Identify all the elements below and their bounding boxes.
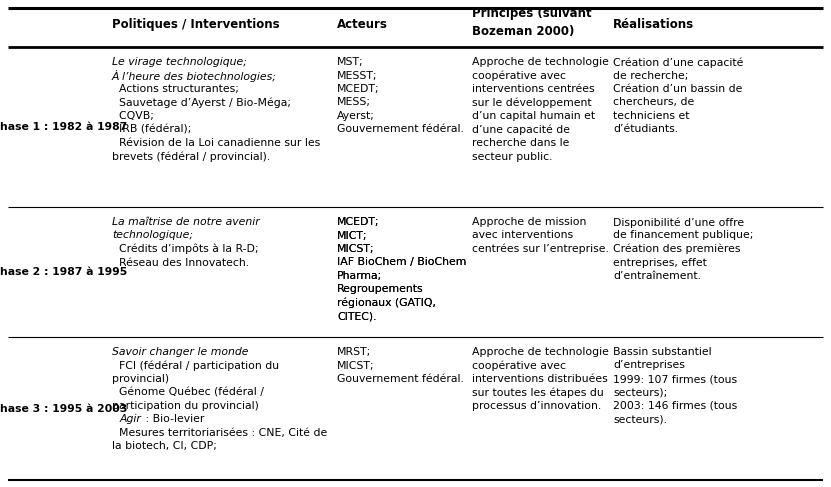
- Text: CITEC).: CITEC).: [337, 312, 376, 321]
- Text: Approche de mission: Approche de mission: [472, 217, 587, 227]
- Text: de recherche;: de recherche;: [613, 71, 688, 80]
- Text: MICST;: MICST;: [337, 360, 375, 371]
- Text: technologique;: technologique;: [112, 230, 193, 241]
- Text: MICST;: MICST;: [337, 244, 375, 254]
- Text: brevets (fédéral / provincial).: brevets (fédéral / provincial).: [112, 151, 270, 162]
- Text: Agir: Agir: [120, 414, 142, 425]
- Text: d’un capital humain et: d’un capital humain et: [472, 111, 595, 121]
- Text: MICT;: MICT;: [337, 230, 367, 241]
- Text: régionaux (GATIQ,: régionaux (GATIQ,: [337, 298, 436, 308]
- Text: CITEC).: CITEC).: [337, 312, 376, 321]
- Text: Réseau des Innovatech.: Réseau des Innovatech.: [112, 258, 249, 267]
- Text: CQVB;: CQVB;: [112, 111, 154, 121]
- Text: sur le développement: sur le développement: [472, 97, 592, 108]
- Text: coopérative avec: coopérative avec: [472, 71, 566, 81]
- Text: MICST;: MICST;: [337, 244, 375, 254]
- Text: entreprises, effet: entreprises, effet: [613, 258, 707, 267]
- Text: Création d’un bassin de: Création d’un bassin de: [613, 84, 742, 94]
- Text: d’étudiants.: d’étudiants.: [613, 125, 678, 134]
- Text: La maîtrise de notre avenir: La maîtrise de notre avenir: [112, 217, 260, 227]
- Text: IAF BioChem / BioChem: IAF BioChem / BioChem: [337, 258, 466, 267]
- Text: MESST;: MESST;: [337, 71, 377, 80]
- Text: Pharma;: Pharma;: [337, 271, 382, 281]
- Text: Gouvernement fédéral.: Gouvernement fédéral.: [337, 125, 464, 134]
- Text: Actions structurantes;: Actions structurantes;: [112, 84, 238, 94]
- Text: Pharma;: Pharma;: [337, 271, 382, 281]
- Text: secteurs).: secteurs).: [613, 414, 667, 425]
- Text: MST;: MST;: [337, 57, 364, 67]
- Text: interventions distribuées: interventions distribuées: [472, 374, 607, 384]
- Text: processus d’innovation.: processus d’innovation.: [472, 401, 602, 411]
- Text: Sauvetage d’Ayerst / Bio-Méga;: Sauvetage d’Ayerst / Bio-Méga;: [112, 97, 291, 108]
- Text: provincial): provincial): [112, 374, 170, 384]
- Text: MCEDT;: MCEDT;: [337, 84, 380, 94]
- Text: Ayerst;: Ayerst;: [337, 111, 375, 121]
- Text: secteur public.: secteur public.: [472, 151, 553, 162]
- Text: Acteurs: Acteurs: [337, 18, 388, 31]
- Text: Approche de technologie: Approche de technologie: [472, 347, 609, 357]
- Text: 2003: 146 firmes (tous: 2003: 146 firmes (tous: [613, 401, 737, 411]
- Text: MRST;: MRST;: [337, 347, 371, 357]
- Text: Création des premières: Création des premières: [613, 244, 740, 255]
- Text: Savoir changer le monde: Savoir changer le monde: [112, 347, 248, 357]
- Text: Phase 3 : 1995 à 2003: Phase 3 : 1995 à 2003: [0, 404, 128, 413]
- Text: : Bio-levier: : Bio-levier: [142, 414, 204, 425]
- Text: Mesures territoriarisées : CNE, Cité de: Mesures territoriarisées : CNE, Cité de: [112, 428, 327, 438]
- Text: centrées sur l’entreprise.: centrées sur l’entreprise.: [472, 244, 609, 255]
- Text: Approche de technologie: Approche de technologie: [472, 57, 609, 67]
- Text: MICT;: MICT;: [337, 230, 367, 241]
- Text: secteurs);: secteurs);: [613, 388, 667, 397]
- Text: Génome Québec (fédéral /: Génome Québec (fédéral /: [112, 388, 264, 397]
- Text: MCEDT;: MCEDT;: [337, 217, 380, 227]
- Text: MESS;: MESS;: [337, 97, 371, 108]
- Text: IRB (fédéral);: IRB (fédéral);: [112, 125, 191, 134]
- Text: 1999: 107 firmes (tous: 1999: 107 firmes (tous: [613, 374, 737, 384]
- Text: Révision de la Loi canadienne sur les: Révision de la Loi canadienne sur les: [112, 138, 320, 148]
- Text: MCEDT;: MCEDT;: [337, 217, 380, 227]
- Text: avec interventions: avec interventions: [472, 230, 573, 241]
- Text: Bassin substantiel: Bassin substantiel: [613, 347, 711, 357]
- Text: Regroupements: Regroupements: [337, 284, 424, 295]
- Text: d’une capacité de: d’une capacité de: [472, 125, 570, 135]
- Text: régionaux (GATIQ,: régionaux (GATIQ,: [337, 298, 436, 308]
- Text: Crédits d’impôts à la R-D;: Crédits d’impôts à la R-D;: [112, 244, 258, 255]
- Text: IAF BioChem / BioChem: IAF BioChem / BioChem: [337, 258, 466, 267]
- Text: d’entraînement.: d’entraînement.: [613, 271, 701, 281]
- Text: FCI (fédéral / participation du: FCI (fédéral / participation du: [112, 360, 279, 371]
- Text: coopérative avec: coopérative avec: [472, 360, 566, 371]
- Text: chercheurs, de: chercheurs, de: [613, 97, 694, 108]
- Text: la biotech, CI, CDP;: la biotech, CI, CDP;: [112, 442, 217, 451]
- Text: Disponibilité d’une offre: Disponibilité d’une offre: [613, 217, 744, 227]
- Text: Regroupements: Regroupements: [337, 284, 424, 295]
- Text: techniciens et: techniciens et: [613, 111, 690, 121]
- Text: Le virage technologique;: Le virage technologique;: [112, 57, 247, 67]
- Text: Principes (suivant
Bozeman 2000): Principes (suivant Bozeman 2000): [472, 7, 592, 37]
- Text: Phase 1 : 1982 à 1987: Phase 1 : 1982 à 1987: [0, 122, 128, 132]
- Text: Réalisations: Réalisations: [613, 18, 694, 31]
- Text: Politiques / Interventions: Politiques / Interventions: [112, 18, 279, 31]
- Text: de financement publique;: de financement publique;: [613, 230, 754, 241]
- Text: interventions centrées: interventions centrées: [472, 84, 595, 94]
- Text: recherche dans le: recherche dans le: [472, 138, 569, 148]
- Text: d’entreprises: d’entreprises: [613, 360, 685, 371]
- Text: sur toutes les étapes du: sur toutes les étapes du: [472, 388, 604, 398]
- Text: Gouvernement fédéral.: Gouvernement fédéral.: [337, 374, 464, 384]
- Text: participation du provincial): participation du provincial): [112, 401, 259, 411]
- Text: Phase 2 : 1987 à 1995: Phase 2 : 1987 à 1995: [0, 267, 128, 277]
- Text: À l’heure des biotechnologies;: À l’heure des biotechnologies;: [112, 71, 277, 82]
- Text: Création d’une capacité: Création d’une capacité: [613, 57, 744, 68]
